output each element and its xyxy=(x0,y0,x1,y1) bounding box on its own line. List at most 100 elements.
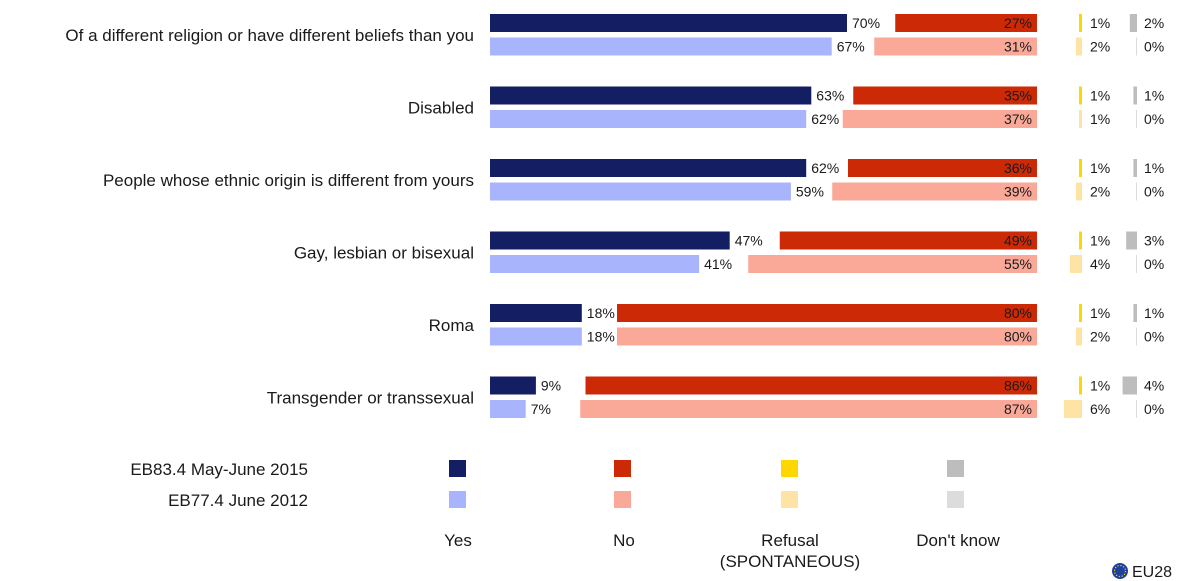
category-group-6: Transgender or transsexual 9% 86% 1% 4% 7% 87%… xyxy=(267,376,1164,418)
bar-dont-know-2015 xyxy=(1126,231,1137,250)
legend-answer-label: Yes xyxy=(444,531,472,550)
value-label-no-2012: 87% xyxy=(1004,401,1032,417)
value-label-no-2015: 80% xyxy=(1004,305,1032,321)
bar-dont-know-2015 xyxy=(1133,304,1137,322)
bar-dont-know-2015 xyxy=(1122,376,1137,395)
category-group-3: People whose ethnic origin is different … xyxy=(103,159,1164,201)
bar-yes-2015 xyxy=(490,159,807,177)
value-label-dont-know-2012: 0% xyxy=(1144,401,1164,417)
source-label: EU28 xyxy=(1132,564,1172,581)
value-label-no-2012: 55% xyxy=(1004,256,1032,272)
legend-answer-label: Refusal xyxy=(761,531,819,550)
value-label-no-2012: 31% xyxy=(1004,39,1032,55)
legend-answer-label: (SPONTANEOUS) xyxy=(720,552,860,571)
legend-swatch-yes-2015 xyxy=(449,460,466,477)
bar-dont-know-2012 xyxy=(1136,327,1137,346)
value-label-refusal-2015: 1% xyxy=(1090,233,1110,249)
bars-layer: Of a different religion or have differen… xyxy=(65,14,1164,418)
value-label-refusal-2012: 1% xyxy=(1090,111,1110,127)
legend-swatch-dont-know-2015 xyxy=(947,460,964,477)
value-label-dont-know-2015: 1% xyxy=(1144,88,1164,104)
bar-yes-2015 xyxy=(490,304,582,322)
bar-refusal-2012 xyxy=(1076,37,1082,56)
value-label-no-2015: 86% xyxy=(1004,378,1032,394)
bar-refusal-2012 xyxy=(1079,110,1082,128)
legend-swatch-refusal-2012 xyxy=(781,491,798,508)
category-label: Disabled xyxy=(408,99,474,118)
value-label-yes-2015: 9% xyxy=(541,378,561,394)
value-label-refusal-2015: 1% xyxy=(1090,88,1110,104)
value-label-refusal-2012: 2% xyxy=(1090,329,1110,345)
category-label: Of a different religion or have differen… xyxy=(65,26,474,45)
legend-swatch-refusal-2015 xyxy=(781,460,798,477)
value-label-yes-2012: 18% xyxy=(587,329,615,345)
bar-dont-know-2015 xyxy=(1133,86,1137,105)
bar-yes-2015 xyxy=(490,14,847,32)
value-label-refusal-2012: 2% xyxy=(1090,184,1110,200)
legend-series-label: EB77.4 June 2012 xyxy=(168,491,308,510)
bar-refusal-2015 xyxy=(1079,14,1082,32)
category-group-4: Gay, lesbian or bisexual 47% 49% 1% 3% 41% 55%… xyxy=(294,231,1164,273)
category-label: People whose ethnic origin is different … xyxy=(103,171,474,190)
value-label-dont-know-2015: 4% xyxy=(1144,378,1164,394)
value-label-yes-2015: 63% xyxy=(816,88,844,104)
legend-swatch-no-2015 xyxy=(614,460,631,477)
bar-yes-2012 xyxy=(490,182,791,201)
bar-no-2015 xyxy=(585,376,1037,395)
category-group-2: Disabled 63% 35% 1% 1% 62% 37% 1% 0% xyxy=(408,86,1164,128)
bar-dont-know-2012 xyxy=(1136,400,1137,418)
source-badge: EU28 xyxy=(1112,563,1172,581)
bar-yes-2015 xyxy=(490,376,536,395)
bar-no-2015 xyxy=(853,86,1037,105)
category-label: Gay, lesbian or bisexual xyxy=(294,244,474,263)
legend-swatch-yes-2012 xyxy=(449,491,466,508)
legend-answer-yes: Yes xyxy=(444,531,472,550)
value-label-dont-know-2015: 2% xyxy=(1144,15,1164,31)
value-label-no-2012: 39% xyxy=(1004,184,1032,200)
value-label-refusal-2015: 1% xyxy=(1090,15,1110,31)
category-group-5: Roma 18% 80% 1% 1% 18% 80% 2% 0% xyxy=(429,304,1164,346)
bar-no-2015 xyxy=(779,231,1037,250)
value-label-yes-2015: 47% xyxy=(735,233,763,249)
bar-dont-know-2012 xyxy=(1136,110,1137,128)
bar-no-2015 xyxy=(617,304,1037,322)
legend-series-label: EB83.4 May-June 2015 xyxy=(130,460,308,479)
value-label-no-2015: 36% xyxy=(1004,160,1032,176)
bar-no-2012 xyxy=(748,255,1037,273)
value-label-yes-2012: 62% xyxy=(811,111,839,127)
value-label-no-2012: 80% xyxy=(1004,329,1032,345)
bar-refusal-2012 xyxy=(1076,327,1082,346)
bar-refusal-2015 xyxy=(1079,159,1082,177)
bar-no-2012 xyxy=(617,327,1037,346)
category-label: Transgender or transsexual xyxy=(267,389,474,408)
value-label-refusal-2015: 1% xyxy=(1090,305,1110,321)
eu-flag-icon xyxy=(1112,563,1128,579)
value-label-refusal-2015: 1% xyxy=(1090,160,1110,176)
legend: EB83.4 May-June 2015 EB77.4 June 2012 Yes N… xyxy=(130,460,1000,571)
bar-dont-know-2015 xyxy=(1133,159,1137,177)
bar-no-2015 xyxy=(895,14,1037,32)
bar-dont-know-2015 xyxy=(1129,14,1137,32)
legend-swatch-no-2012 xyxy=(614,491,631,508)
bar-refusal-2015 xyxy=(1079,231,1082,250)
bar-yes-2012 xyxy=(490,400,526,418)
value-label-dont-know-2012: 0% xyxy=(1144,39,1164,55)
bar-yes-2015 xyxy=(490,86,812,105)
bar-refusal-2015 xyxy=(1079,304,1082,322)
bar-yes-2012 xyxy=(490,37,832,56)
value-label-dont-know-2015: 1% xyxy=(1144,160,1164,176)
bar-yes-2015 xyxy=(490,231,730,250)
bar-yes-2012 xyxy=(490,255,700,273)
bar-refusal-2012 xyxy=(1064,400,1082,418)
value-label-no-2015: 27% xyxy=(1004,15,1032,31)
value-label-yes-2015: 62% xyxy=(811,160,839,176)
value-label-refusal-2012: 4% xyxy=(1090,256,1110,272)
value-label-yes-2015: 70% xyxy=(852,15,880,31)
value-label-refusal-2012: 2% xyxy=(1090,39,1110,55)
value-label-yes-2012: 59% xyxy=(796,184,824,200)
value-label-no-2015: 35% xyxy=(1004,88,1032,104)
value-label-dont-know-2015: 1% xyxy=(1144,305,1164,321)
bar-no-2015 xyxy=(848,159,1037,177)
bar-dont-know-2012 xyxy=(1136,37,1137,56)
legend-swatch-dont-know-2012 xyxy=(947,491,964,508)
